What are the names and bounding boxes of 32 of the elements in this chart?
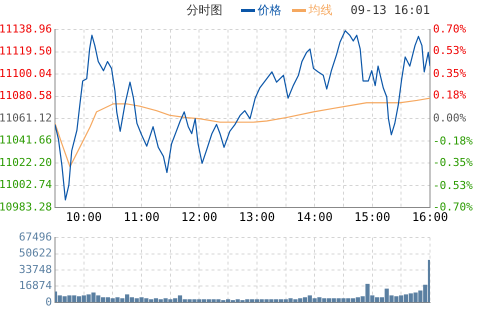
y-tick-label: 67496 <box>18 230 52 244</box>
y-tick-label: 11002.74 <box>0 178 52 192</box>
y-tick-label: 11119.50 <box>0 44 52 58</box>
x-tick-label: 11:00 <box>123 210 160 224</box>
x-tick-label: 10:00 <box>66 210 102 224</box>
y-tick-label: 11061.12 <box>0 111 52 124</box>
chart-title: 分时图 <box>186 2 223 18</box>
y2-tick-label: -0.53% <box>433 178 474 192</box>
legend-label: 价格 <box>258 2 282 18</box>
y-tick-label: 11041.66 <box>0 134 52 147</box>
y-tick-label: 33748 <box>18 262 52 276</box>
y-tick-label: 11022.20 <box>0 156 52 169</box>
x-tick-label: 15:00 <box>354 210 390 224</box>
x-tick-label: 12:00 <box>181 210 218 224</box>
x-tick-label: 14:00 <box>296 210 333 224</box>
y2-tick-label: 0.53% <box>433 44 466 58</box>
legend-label: 均线 <box>308 2 333 18</box>
text: 09-13 16:01 <box>350 3 430 17</box>
y2-tick-label: 0.18% <box>433 88 466 102</box>
y2-tick-label: -0.18% <box>433 134 474 148</box>
y-tick-label: 11080.58 <box>0 89 52 102</box>
y-tick-label: 11138.96 <box>0 22 52 36</box>
x-tick-label: 13:00 <box>238 210 275 224</box>
y2-tick-label: 0.35% <box>433 66 466 80</box>
y-tick-label: 16874 <box>18 279 52 292</box>
y-tick-label: 50622 <box>18 246 52 260</box>
y-tick-label: 0 <box>45 295 52 308</box>
y-tick-label: 10983.28 <box>0 200 52 214</box>
y2-tick-label: 0.00% <box>433 111 466 124</box>
y2-tick-label: -0.35% <box>433 156 474 169</box>
y2-tick-label: 0.70% <box>433 22 466 36</box>
y-tick-label: 11100.04 <box>0 66 52 80</box>
